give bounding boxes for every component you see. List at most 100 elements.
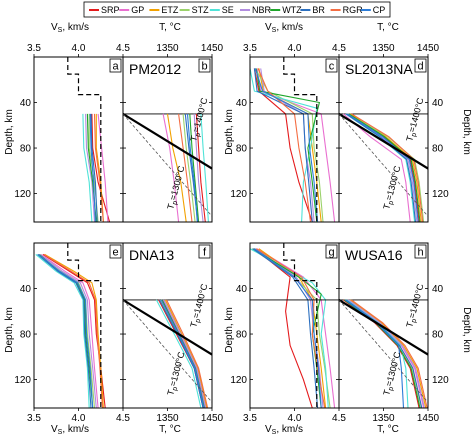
x-tick-label-c: 4.0 (288, 43, 302, 54)
panel-letter-box-g (325, 244, 338, 259)
series-nbr-f (163, 299, 207, 408)
series-gp-a (97, 113, 109, 222)
series-br-g (252, 248, 319, 408)
series-cp-h (344, 299, 405, 408)
x-tick-label-d: 1350 (372, 43, 395, 54)
series-nbr-a (85, 113, 96, 222)
series-srp-b (195, 113, 206, 222)
series-br-d (345, 113, 417, 222)
legend-item-gp: GP (119, 5, 144, 15)
y-tick-label-a: 40 (20, 98, 32, 109)
y-tick-label-g: 80 (236, 330, 248, 341)
tp-1400-label: Tp=1400°C (404, 282, 427, 329)
series-gp-c (256, 68, 336, 222)
series-cp-g (254, 248, 322, 408)
depth-title-right-top: Depth, km (461, 109, 472, 155)
y-tick-label-right-h: 40 (432, 284, 444, 295)
series-srp-g (254, 248, 313, 408)
series-br-a (90, 113, 98, 222)
series-nbr-h (348, 299, 425, 408)
model-name-d: SL2013NA (345, 61, 413, 77)
panel-d: Tp=1400°CTp=1300°C SL2013NA d 1350 1450 40 80 1… (338, 43, 449, 223)
adiabat-1300 (339, 113, 428, 217)
tp-1400-label: Tp=1400°C (188, 96, 211, 143)
model-name-f: DNA13 (129, 247, 174, 263)
y-tick-label-c: 40 (236, 98, 248, 109)
series-br-c (253, 68, 313, 222)
legend-label: NBR (252, 5, 272, 15)
series-etz-f (164, 299, 208, 408)
bottom-t-axis-title-right: T, °C (377, 424, 399, 435)
series-nbr-e (39, 253, 97, 408)
legend-item-etz: ETZ (149, 5, 179, 15)
legend-label: SRP (101, 5, 120, 15)
panel-letter-box-f (198, 244, 211, 259)
legend-item-wtz: WTZ (270, 5, 302, 15)
legend-items: SRP GP ETZ STZ SE NBR WTZ BR RGR CP (89, 5, 385, 15)
tp-1400-label: Tp=1400°C (188, 282, 211, 329)
legend-label: SE (222, 5, 234, 15)
adiabat-1400 (339, 298, 428, 356)
adiabat-1300 (123, 299, 212, 403)
legend-label: WTZ (282, 5, 302, 15)
series-se-b (200, 113, 209, 222)
panel-c: c 3.5 4.0 4.5 40 80 120 (230, 43, 346, 223)
reference-model-g (283, 243, 318, 408)
series-stz-b (182, 113, 196, 222)
y-tick-label-a: 80 (20, 144, 32, 155)
legend-item-stz: STZ (179, 5, 209, 15)
panel-letter-box-h (414, 244, 427, 259)
series-etz-e (44, 253, 104, 408)
plot-area-b (123, 112, 212, 222)
top-t-axis-title-left: T, °C (159, 22, 181, 33)
bottom-vs-axis-title-left: VS, km/s (51, 424, 89, 436)
series-rgr-e (43, 253, 104, 408)
series-srp-a (91, 113, 111, 222)
panel-a: a 3.5 4.0 4.5 40 80 120 (14, 43, 130, 223)
x-tick-label-c: 3.5 (243, 43, 257, 54)
legend-item-srp: SRP (89, 5, 120, 15)
legend-label: BR (312, 5, 325, 15)
x-tick-label-a: 4.0 (72, 43, 86, 54)
reference-model-a (67, 57, 102, 222)
y-tick-label-a: 120 (14, 189, 31, 200)
series-br-f (159, 299, 204, 408)
reference-model-e (67, 243, 102, 408)
y-tick-label-e: 80 (20, 330, 32, 341)
legend-item-nbr: NBR (240, 5, 272, 15)
series-rgr-f (166, 299, 209, 408)
panel-letter-b: b (201, 61, 207, 73)
plot-area-g (250, 243, 339, 408)
series-nbr-d (346, 113, 418, 222)
series-br-e (37, 253, 92, 408)
panel-letter-box-e (109, 244, 122, 259)
panel-g: g 3.5 4.0 4.5 40 80 120 (230, 242, 346, 424)
y-tick-label-right-h: 80 (432, 330, 444, 341)
bottom-vs-axis-title-right: VS, km/s (265, 424, 303, 436)
series-se-e (35, 253, 90, 408)
depth-axis-titles: Depth, km Depth, km Depth, km Depth, km … (4, 109, 472, 353)
series-cp-c (254, 68, 319, 222)
series-se-c (250, 68, 318, 222)
series-wtz-b (189, 113, 200, 222)
legend-label: RGR (343, 5, 364, 15)
series-cp-d (347, 113, 419, 222)
top-vs-axis-title-left: VS, km/s (51, 22, 89, 34)
adiabat-1400 (339, 112, 428, 170)
tp-1400-label: Tp=1400°C (404, 96, 427, 143)
x-tick-label-a: 3.5 (27, 43, 41, 54)
series-nbr-g (254, 248, 324, 408)
adiabat-1300 (339, 299, 428, 403)
series-se-d (345, 113, 416, 222)
series-gp-e (40, 253, 99, 408)
reference-model-c (283, 57, 318, 222)
panel-b: Tp=1400°CTp=1300°C PM2012 b 1350 1450 (122, 43, 224, 223)
plot-area-a (67, 57, 111, 222)
panel-letter-box-b (198, 58, 211, 73)
y-tick-label-c: 120 (230, 189, 247, 200)
x-tick-label-f: 1350 (156, 413, 179, 424)
panel-letter-a: a (112, 61, 119, 73)
x-tick-label-c: 4.5 (332, 43, 346, 54)
legend-label: ETZ (161, 5, 179, 15)
x-tick-label-d: 1450 (417, 43, 440, 54)
